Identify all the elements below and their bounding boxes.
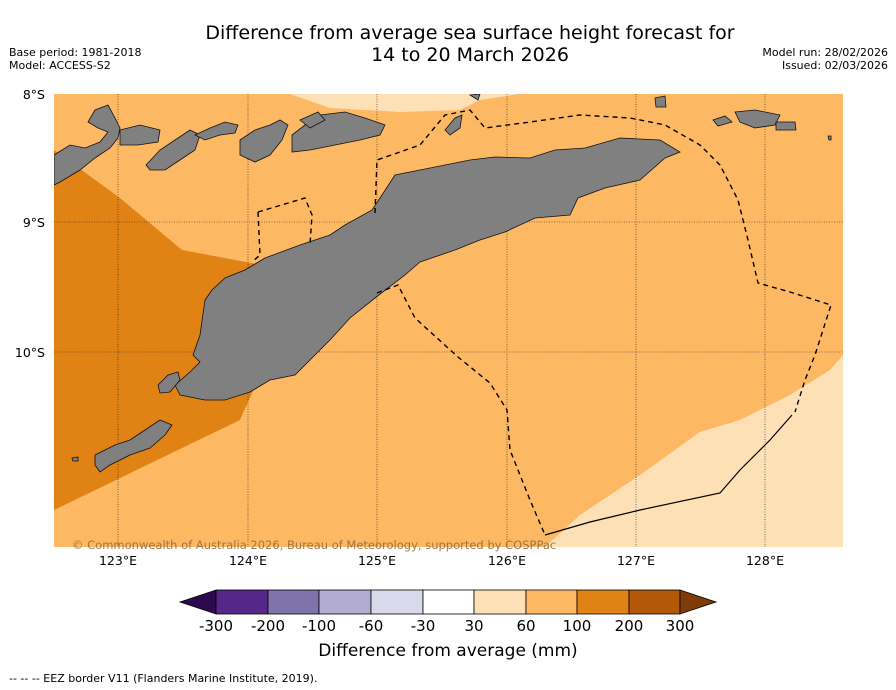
lembata-island: [145, 129, 201, 171]
colorbar-tick: -100: [301, 617, 337, 635]
leti-island: [654, 95, 667, 108]
eez-footnote: -- -- -- EEZ border V11 (Flanders Marine…: [9, 672, 318, 685]
colorbar-bin: [370, 589, 424, 615]
lon-label: 125°E: [357, 553, 396, 568]
colorbar-bin: [318, 589, 372, 615]
colorbar-tick: 60: [516, 617, 536, 635]
alor-island-west: [194, 121, 239, 141]
lon-label: 128°E: [745, 553, 784, 568]
colorbar-bin: [215, 589, 269, 615]
colorbar-tick: -300: [198, 617, 234, 635]
eez-border: [251, 109, 832, 536]
sermata-island: [775, 121, 797, 131]
meta-right: Model run: 28/02/2026 Issued: 02/03/2026: [762, 46, 888, 72]
base-period: Base period: 1981-2018: [9, 46, 142, 59]
lon-label: 127°E: [616, 553, 655, 568]
timor-island: [174, 137, 681, 401]
maritime-boundary: [544, 414, 793, 536]
anomaly-band-100-200: [54, 150, 300, 510]
colorbar-title: Difference from average (mm): [318, 641, 578, 661]
kisar-island: [444, 114, 463, 136]
lon-label: 126°E: [487, 553, 526, 568]
colorbar-tick: -60: [358, 617, 384, 635]
meta-left: Base period: 1981-2018 Model: ACCESS-S2: [9, 46, 141, 72]
landmasses: [54, 94, 832, 473]
model-name: Model: ACCESS-S2: [9, 59, 111, 72]
rote-tip: [71, 456, 79, 462]
atauro-island: [827, 135, 832, 141]
lon-label: 123°E: [98, 553, 137, 568]
lakor-island: [712, 115, 733, 127]
title-line-2: 14 to 20 March 2026: [371, 44, 569, 66]
solor-island: [119, 124, 161, 146]
lat-label: 9°S: [22, 215, 45, 230]
semau-island: [157, 371, 181, 394]
colorbar-tick: 100: [562, 617, 592, 635]
lat-label: 8°S: [22, 87, 45, 102]
colorbar-extend-high: [679, 589, 718, 615]
colorbar: [178, 589, 718, 615]
lat-label: 10°S: [14, 345, 45, 360]
colorbar-tick: 300: [665, 617, 695, 635]
rote-island: [94, 419, 173, 473]
copyright-notice: © Commonwealth of Australia 2026, Bureau…: [72, 538, 557, 552]
colorbar-bin: [473, 589, 527, 615]
colorbar-tick: -30: [410, 617, 436, 635]
alor-island: [239, 119, 289, 163]
colorbar-bin: [525, 589, 578, 615]
wetar-north-islet: [299, 111, 326, 129]
moa-island: [734, 109, 781, 129]
anomaly-band-30-60-southeast: [545, 355, 843, 547]
colorbar-tick: 200: [614, 617, 644, 635]
romang-island: [468, 94, 481, 101]
colorbar-tick: 30: [464, 617, 484, 635]
flores-island: [54, 104, 121, 186]
lon-label: 124°E: [228, 553, 267, 568]
colorbar-tick: -200: [250, 617, 286, 635]
colorbar-bin: [422, 589, 475, 615]
colorbar-extend-low: [178, 589, 217, 615]
title-line-1: Difference from average sea surface heig…: [205, 22, 735, 44]
colorbar-bin: [576, 589, 630, 615]
anomaly-band-30-60-north: [290, 94, 520, 112]
colorbar-bin: [628, 589, 681, 615]
issued-date: Issued: 02/03/2026: [781, 59, 888, 72]
model-run: Model run: 28/02/2026: [762, 46, 888, 59]
colorbar-bin: [267, 589, 320, 615]
